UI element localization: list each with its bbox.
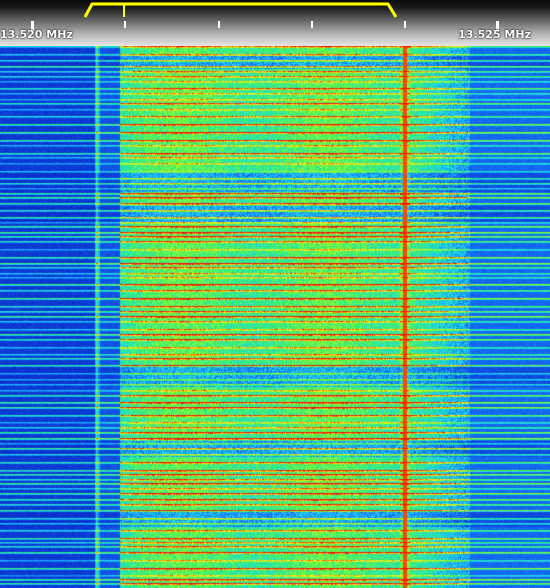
- minor-tick: [404, 21, 406, 28]
- frequency-label-right: 13.525 MHz: [458, 28, 531, 41]
- frequency-scale-graphics: [31, 2, 499, 31]
- passband-marker[interactable]: [83, 2, 398, 18]
- minor-tick: [124, 21, 126, 28]
- frequency-label-left: 13.520 MHz: [0, 28, 73, 41]
- major-tick: [31, 21, 34, 31]
- minor-tick: [218, 21, 220, 28]
- frequency-ticks: [31, 21, 499, 31]
- minor-tick: [311, 21, 313, 28]
- major-tick: [496, 21, 499, 31]
- waterfall-display[interactable]: [0, 46, 550, 588]
- frequency-scale[interactable]: 13.520 MHz 13.525 MHz: [0, 0, 550, 46]
